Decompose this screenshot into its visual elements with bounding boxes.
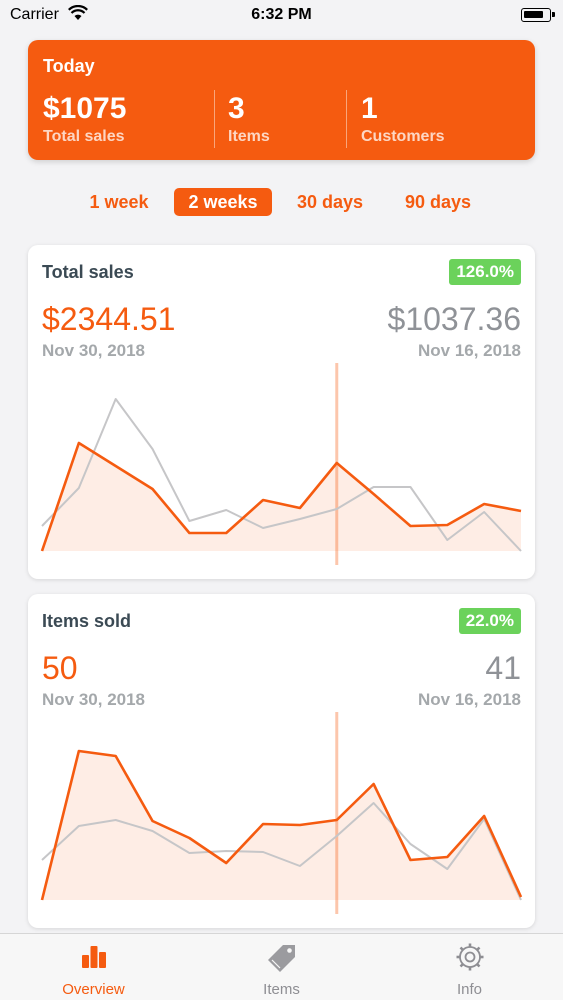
card-title: Total sales <box>42 262 134 282</box>
previous-period-date: Nov 16, 2018 <box>417 690 521 709</box>
previous-period-value: $1037.36 <box>387 301 521 337</box>
status-bar: Carrier 6:32 PM <box>0 0 563 30</box>
tab-label: Items <box>263 981 300 998</box>
previous-period-line <box>41 802 522 901</box>
tab-bar: Overview Items Info <box>0 933 563 1000</box>
bar-chart-icon <box>81 946 106 968</box>
items-sold-chart[interactable] <box>28 704 535 919</box>
current-period-date: Nov 30, 2018 <box>42 341 146 360</box>
current-period-area <box>42 443 521 551</box>
today-customers-label: Customers <box>361 128 445 145</box>
today-total-sales-value: $1075 <box>43 92 127 125</box>
today-items-value: 3 <box>228 92 245 125</box>
current-period-value: $2344.51 <box>42 301 176 337</box>
current-period-line <box>40 749 523 901</box>
range-30-days[interactable]: 30 days <box>296 192 364 212</box>
today-summary-card: Today $1075 Total sales 3 Items 1 Custom… <box>28 40 535 160</box>
tab-label: Overview <box>62 981 125 998</box>
today-title: Today <box>43 56 95 76</box>
tab-info[interactable]: Info <box>376 934 563 1000</box>
stat-divider <box>214 90 215 148</box>
tab-label: Info <box>456 981 483 998</box>
gear-icon <box>456 943 483 971</box>
battery-icon <box>521 8 555 22</box>
range-selector: 1 week 2 weeks 30 days 90 days <box>0 188 563 218</box>
stat-divider <box>346 90 347 148</box>
clock: 6:32 PM <box>251 6 312 23</box>
current-period-date: Nov 30, 2018 <box>42 690 146 709</box>
tab-overview[interactable]: Overview <box>0 934 187 1000</box>
previous-period-value: 41 <box>485 650 521 686</box>
items-sold-card[interactable]: Items sold 22.0% 50 Nov 30, 2018 41 Nov … <box>28 594 535 928</box>
delta-badge: 126.0% <box>449 259 521 285</box>
current-period-value: 50 <box>42 650 78 686</box>
range-90-days[interactable]: 90 days <box>404 192 472 212</box>
wifi-icon <box>68 5 88 20</box>
carrier-name: Carrier <box>10 6 59 23</box>
today-customers-value: 1 <box>361 92 378 125</box>
current-period-line <box>40 441 522 552</box>
today-total-sales-label: Total sales <box>43 128 125 145</box>
previous-period-line <box>41 398 522 552</box>
tag-icon <box>267 945 295 972</box>
delta-badge: 22.0% <box>458 608 521 634</box>
previous-period-date: Nov 16, 2018 <box>417 341 521 360</box>
total-sales-chart[interactable] <box>28 355 535 570</box>
today-items: 3 Items <box>228 92 270 146</box>
range-2-weeks[interactable]: 2 weeks <box>174 188 272 216</box>
tab-items[interactable]: Items <box>188 934 375 1000</box>
today-total-sales: $1075 Total sales <box>43 92 126 146</box>
today-items-label: Items <box>228 128 270 145</box>
range-1-week[interactable]: 1 week <box>89 192 149 212</box>
card-title: Items sold <box>42 611 132 631</box>
total-sales-card[interactable]: Total sales 126.0% $2344.51 Nov 30, 2018… <box>28 245 535 579</box>
today-customers: 1 Customers <box>361 92 445 146</box>
